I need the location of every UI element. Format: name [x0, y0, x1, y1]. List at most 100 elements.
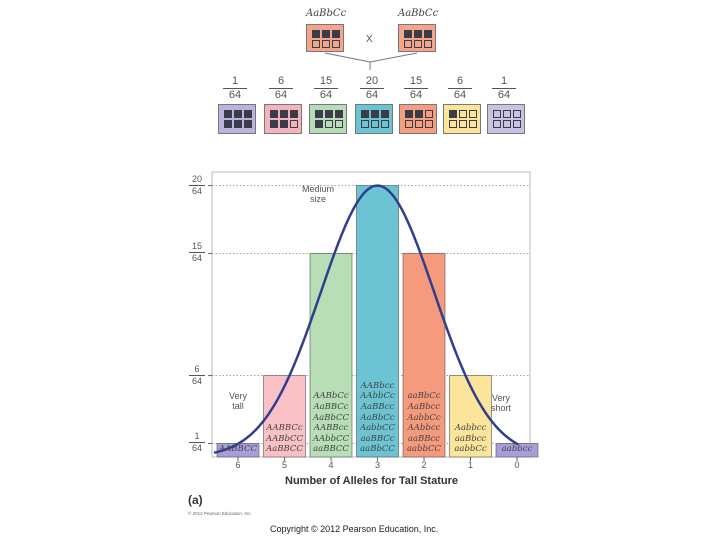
- y-tick-line: [189, 252, 205, 254]
- genotype-label: AABBCc: [266, 423, 303, 434]
- allele-cell: [425, 110, 433, 118]
- bar-genotype-list: AABBCC: [217, 444, 259, 455]
- allele-cell: [425, 120, 433, 128]
- genotype-label: AAbbCC: [312, 433, 350, 444]
- allele-cell: [290, 110, 298, 118]
- allele-cell: [270, 120, 278, 128]
- x-axis-label: Number of Alleles for Tall Stature: [285, 475, 458, 487]
- bar-genotype-list: AABBCc AABbCC AaBBCC: [264, 423, 306, 455]
- allele-cell: [315, 110, 323, 118]
- allele-cell: [404, 30, 412, 38]
- annotation-very-tall: Very tall: [228, 391, 247, 411]
- allele-cell: [315, 120, 323, 128]
- allele-cell: [325, 120, 333, 128]
- allele-cell: [361, 120, 369, 128]
- offspring-fraction: 6 64: [448, 76, 472, 101]
- allele-cell: [361, 110, 369, 118]
- offspring-card: [487, 104, 525, 134]
- offspring-card: [264, 104, 302, 134]
- parent-right-card: [398, 24, 436, 52]
- cross-connector-lines: [324, 52, 418, 70]
- genotype-label: aaBBCc: [360, 433, 395, 444]
- fraction-numerator: 15: [319, 75, 333, 87]
- x-tick-label: 1: [467, 460, 473, 470]
- genotype-label: Aabbcc: [454, 423, 487, 434]
- allele-cell: [290, 120, 298, 128]
- genotype-label: AaBbcc: [407, 401, 441, 412]
- allele-cell: [459, 110, 467, 118]
- annotation-very-short: Very short: [490, 393, 511, 413]
- allele-cell: [234, 110, 242, 118]
- allele-cell: [332, 30, 340, 38]
- offspring-fraction: 15 64: [404, 76, 428, 101]
- allele-cell: [335, 120, 343, 128]
- fraction-denominator: 64: [274, 89, 288, 101]
- y-tick-numerator: 6: [194, 363, 200, 374]
- offspring-fraction: 15 64: [314, 76, 338, 101]
- x-tick-label: 5: [281, 460, 287, 470]
- y-tick-denominator: 64: [191, 375, 202, 386]
- fraction-denominator: 64: [497, 89, 511, 101]
- allele-cell: [404, 40, 412, 48]
- allele-cell: [414, 40, 422, 48]
- allele-cell: [325, 110, 333, 118]
- allele-cell: [469, 120, 477, 128]
- y-tick-denominator: 64: [191, 443, 202, 454]
- allele-cell: [459, 120, 467, 128]
- genotype-label: AAbbCc: [360, 391, 395, 402]
- allele-cell: [312, 30, 320, 38]
- genotype-label: AaBBcc: [360, 401, 395, 412]
- x-tick-label: 4: [328, 460, 334, 470]
- parent-left-card: [306, 24, 344, 52]
- y-tick-denominator: 64: [191, 185, 202, 196]
- allele-cell: [312, 40, 320, 48]
- fraction-denominator: 64: [365, 89, 379, 101]
- allele-cell: [414, 30, 422, 38]
- allele-cell: [244, 110, 252, 118]
- genotype-label: aaBbcc: [454, 433, 487, 444]
- offspring-fraction: 1 64: [223, 76, 247, 101]
- allele-cell: [493, 120, 501, 128]
- bar: [449, 375, 492, 458]
- bar: [356, 185, 399, 458]
- allele-cell: [449, 120, 457, 128]
- allele-cell: [270, 110, 278, 118]
- fraction-numerator: 6: [277, 75, 285, 87]
- y-tick-label: 1 64: [189, 432, 205, 453]
- bar-genotype-list: AABbCc AaBBCc AaBbCC AABBcc AAbbCC aaBBCC: [310, 391, 352, 455]
- y-tick-denominator: 64: [191, 253, 202, 264]
- allele-cell: [513, 120, 521, 128]
- y-tick-line: [189, 442, 205, 444]
- genotype-label: AaBbCc: [360, 412, 395, 423]
- allele-cell: [503, 110, 511, 118]
- allele-cell: [513, 110, 521, 118]
- genotype-label: aabbcc: [501, 444, 533, 455]
- genotype-label: aabbCC: [406, 444, 442, 455]
- bar: [263, 375, 306, 458]
- allele-cell: [322, 40, 330, 48]
- genotype-label: aaBbCc: [407, 391, 441, 402]
- allele-cell: [503, 120, 511, 128]
- offspring-fraction: 20 64: [360, 76, 384, 101]
- allele-cell: [371, 110, 379, 118]
- allele-cell: [493, 110, 501, 118]
- offspring-card: [399, 104, 437, 134]
- cross-symbol: X: [366, 34, 373, 45]
- genotype-label: aaBBcc: [407, 433, 441, 444]
- fraction-numerator: 6: [456, 75, 464, 87]
- fraction-line: [492, 88, 516, 89]
- genotype-label: aaBbCC: [360, 444, 395, 455]
- bar: [402, 253, 446, 458]
- allele-cell: [224, 120, 232, 128]
- allele-cell: [381, 110, 389, 118]
- allele-cell: [405, 120, 413, 128]
- genotype-label: AabbCC: [359, 423, 396, 434]
- allele-cell: [469, 110, 477, 118]
- genotype-label: AABbCC: [266, 433, 303, 444]
- y-tick-label: 15 64: [189, 242, 205, 263]
- fine-print: © 2012 Pearson Education, Inc.: [188, 511, 252, 516]
- genotype-label: AAbbcc: [407, 423, 441, 434]
- allele-cell: [371, 120, 379, 128]
- allele-cell: [234, 120, 242, 128]
- genotype-label: AABbCc: [313, 391, 349, 402]
